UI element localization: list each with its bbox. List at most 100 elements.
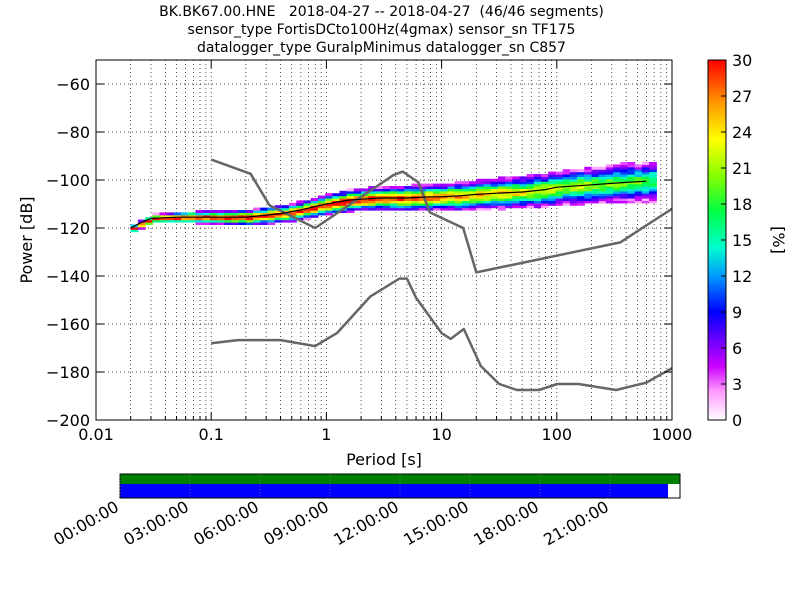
histogram-cell [526,195,535,199]
histogram-cell [267,212,276,216]
timeline-tick-label: 12:00:00 [330,497,402,549]
histogram-cell [591,176,600,180]
histogram-cell [562,186,571,189]
histogram-cell [440,186,449,189]
histogram-cell [238,222,247,225]
histogram-cell [353,190,362,194]
histogram-cell [476,181,485,185]
histogram-cell [325,212,333,216]
histogram-cell [440,207,449,211]
histogram-cell [605,183,614,187]
histogram-cell [303,217,312,221]
histogram-cell [598,200,607,204]
histogram-cell [577,202,585,206]
histogram-cell [303,205,312,209]
histogram-cell [598,174,607,177]
histogram-cell [404,198,413,201]
histogram-cell [231,222,240,225]
histogram-cell [548,183,557,187]
histogram-cell [368,195,377,199]
histogram-cell [375,207,384,211]
histogram-cell [627,178,636,182]
histogram-cell [569,190,578,194]
histogram-cell [627,174,636,177]
histogram-cell [555,176,564,180]
histogram-cell [649,198,657,201]
histogram-cell [541,178,549,182]
histogram-cell [598,188,607,192]
histogram-cell [346,205,355,209]
histogram-cell [584,169,593,173]
histogram-cell [627,164,636,168]
histogram-cell [541,186,549,189]
colorbar-tick-label: 27 [732,87,752,106]
histogram-cell [483,178,492,182]
histogram-cell [404,188,413,192]
histogram-cell [605,190,614,194]
histogram-cell [613,193,621,197]
histogram-cell [483,183,492,187]
histogram-cell [490,188,499,192]
histogram-cell [605,198,614,201]
histogram-cell [641,198,650,201]
histogram-cell [620,169,629,173]
histogram-cell [289,207,297,211]
histogram-cell [613,178,621,182]
histogram-cell [562,200,571,204]
histogram-cell [627,193,636,197]
histogram-cell [469,202,477,206]
histogram-cell [548,171,557,175]
histogram-cell [346,207,355,211]
histogram-cell [620,188,629,192]
histogram-cell [533,195,542,199]
histogram-cell [447,190,456,194]
histogram-cell [447,183,456,187]
histogram-cell [375,188,384,192]
grid-lines [95,60,672,421]
histogram-cell [281,210,290,213]
histogram-cell [613,171,621,175]
histogram-cell [469,181,477,185]
histogram-cell [548,186,557,189]
histogram-cell [519,202,528,206]
histogram-cell [389,188,398,192]
histogram-cell [555,188,564,192]
histogram-cell [526,190,535,194]
histogram-cell [245,217,254,221]
histogram-cell [433,207,441,211]
colorbar-tick-label: 12 [732,267,752,286]
histogram-cell [512,195,521,199]
histogram-cell [634,195,643,199]
histogram-cell [613,198,621,201]
histogram-cell [296,207,305,211]
histogram-cell [519,198,528,201]
histogram-cell [346,200,355,204]
histogram-cell [548,181,557,185]
histogram-cell [411,207,420,211]
histogram-cell [310,210,319,213]
histogram-cell [541,176,549,180]
histogram-cell [425,205,434,209]
histogram-cell [548,193,557,197]
histogram-cell [620,193,629,197]
histogram-cell [497,193,506,197]
histogram-cell [620,186,629,189]
timeline-tick-label: 15:00:00 [400,497,472,549]
histogram-cell [555,174,564,177]
histogram-cell [209,210,218,213]
histogram-cell [613,166,621,170]
histogram-cell [483,195,492,199]
histogram-cell [605,181,614,185]
histogram-cell [181,212,189,216]
histogram-cell [332,202,341,206]
histogram-cell [483,190,492,194]
histogram-cell [173,212,182,216]
histogram-cell [569,174,578,177]
histogram-cell [548,195,557,199]
histogram-cell [526,174,535,177]
histogram-cell [641,164,650,168]
histogram-cell [490,200,499,204]
histogram-cell [613,169,621,173]
histogram-cell [591,188,600,192]
histogram-cell [202,210,211,213]
